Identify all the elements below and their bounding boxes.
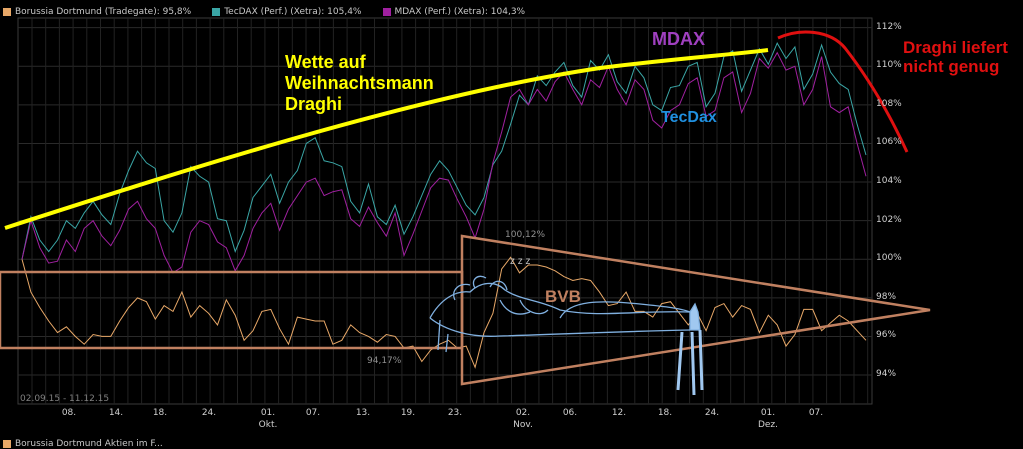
x-tick-label: 01. — [760, 408, 776, 418]
y-tick-label: 108% — [876, 98, 902, 109]
x-tick-label: 24. — [201, 408, 217, 418]
legend-label-tecdax: TecDAX (Perf.) (Xetra): 105,4% — [224, 7, 362, 17]
bottom-legend-label: Borussia Dortmund Aktien im F... — [15, 439, 163, 449]
legend-swatch-bvb — [3, 8, 11, 16]
legend-swatch-tecdax — [212, 8, 221, 16]
y-tick-label: 96% — [876, 330, 897, 341]
annotation-wette-line-3: Draghi — [285, 94, 343, 114]
legend-item-bvb: Borussia Dortmund (Tradegate): 95,8% — [0, 7, 191, 17]
data-label-high: 100,12% — [505, 230, 546, 240]
legend-swatch-mdax — [382, 8, 391, 16]
x-tick-label: 07. — [808, 408, 824, 418]
data-label-low: 94,17% — [367, 356, 402, 366]
x-tick-label: 24. — [704, 408, 720, 418]
annotation-wette-line-1: Wette auf — [285, 52, 366, 72]
x-tick-label: 23. — [447, 408, 463, 418]
annotation-tecdax: TecDax — [661, 109, 717, 126]
plot-frame — [17, 17, 873, 405]
sleeping-figure-icon — [429, 275, 704, 396]
legend-label-mdax: MDAX (Perf.) (Xetra): 104,3% — [394, 7, 526, 17]
x-month-label: Dez. — [757, 420, 779, 430]
x-month-label: Okt. — [258, 420, 278, 430]
legend-label-bvb: Borussia Dortmund (Tradegate): 95,8% — [15, 7, 192, 17]
date-range: 02.09.15 - 11.12.15 — [20, 394, 110, 404]
series-line-2 — [21, 51, 867, 274]
draghi-arrow — [777, 30, 909, 153]
x-tick-label: 06. — [562, 408, 578, 418]
legend-item-mdax: MDAX (Perf.) (Xetra): 104,3% — [380, 7, 526, 17]
x-tick-label: 19. — [400, 408, 416, 418]
x-tick-label: 12. — [611, 408, 627, 418]
series-line-0 — [21, 256, 867, 369]
x-tick-label: 02. — [515, 408, 531, 418]
x-tick-label: 08. — [61, 408, 77, 418]
annotation-wette: Wette auf Weihnachtsmann Draghi — [285, 52, 434, 115]
y-tick-label: 100% — [876, 253, 902, 264]
y-tick-label: 106% — [876, 137, 902, 148]
annotation-draghi: Draghi liefert nicht genug — [903, 38, 1008, 76]
bottom-legend-swatch — [3, 440, 11, 448]
bvb-triangle-frame — [460, 234, 931, 386]
wette-arrow — [4, 48, 769, 230]
annotation-bvb: BVB — [545, 287, 581, 306]
x-tick-label: 18. — [657, 408, 673, 418]
x-tick-label: 07. — [305, 408, 321, 418]
x-tick-label: 14. — [108, 408, 124, 418]
x-month-label: Nov. — [513, 420, 533, 430]
annotation-wette-line-2: Weihnachtsmann — [285, 73, 434, 93]
annotation-draghi-line-1: Draghi liefert — [903, 38, 1008, 57]
annotation-mdax: MDAX — [652, 29, 705, 49]
y-tick-label: 104% — [876, 176, 902, 187]
bottom-legend: Borussia Dortmund Aktien im F... — [0, 439, 163, 449]
y-tick-label: 98% — [876, 291, 897, 302]
annotation-zzz: z z z — [510, 256, 531, 267]
x-tick-label: 01. — [260, 408, 276, 418]
x-tick-label: 18. — [152, 408, 168, 418]
legend-item-tecdax: TecDAX (Perf.) (Xetra): 105,4% — [209, 7, 362, 17]
y-tick-label: 94% — [876, 369, 897, 380]
x-tick-label: 13. — [355, 408, 371, 418]
y-tick-label: 110% — [876, 60, 902, 71]
grid — [17, 17, 873, 405]
y-tick-label: 112% — [876, 21, 902, 32]
y-tick-label: 102% — [876, 214, 902, 225]
legend: Borussia Dortmund (Tradegate): 95,8% Tec… — [0, 5, 543, 19]
annotation-draghi-line-2: nicht genug — [903, 57, 1000, 76]
